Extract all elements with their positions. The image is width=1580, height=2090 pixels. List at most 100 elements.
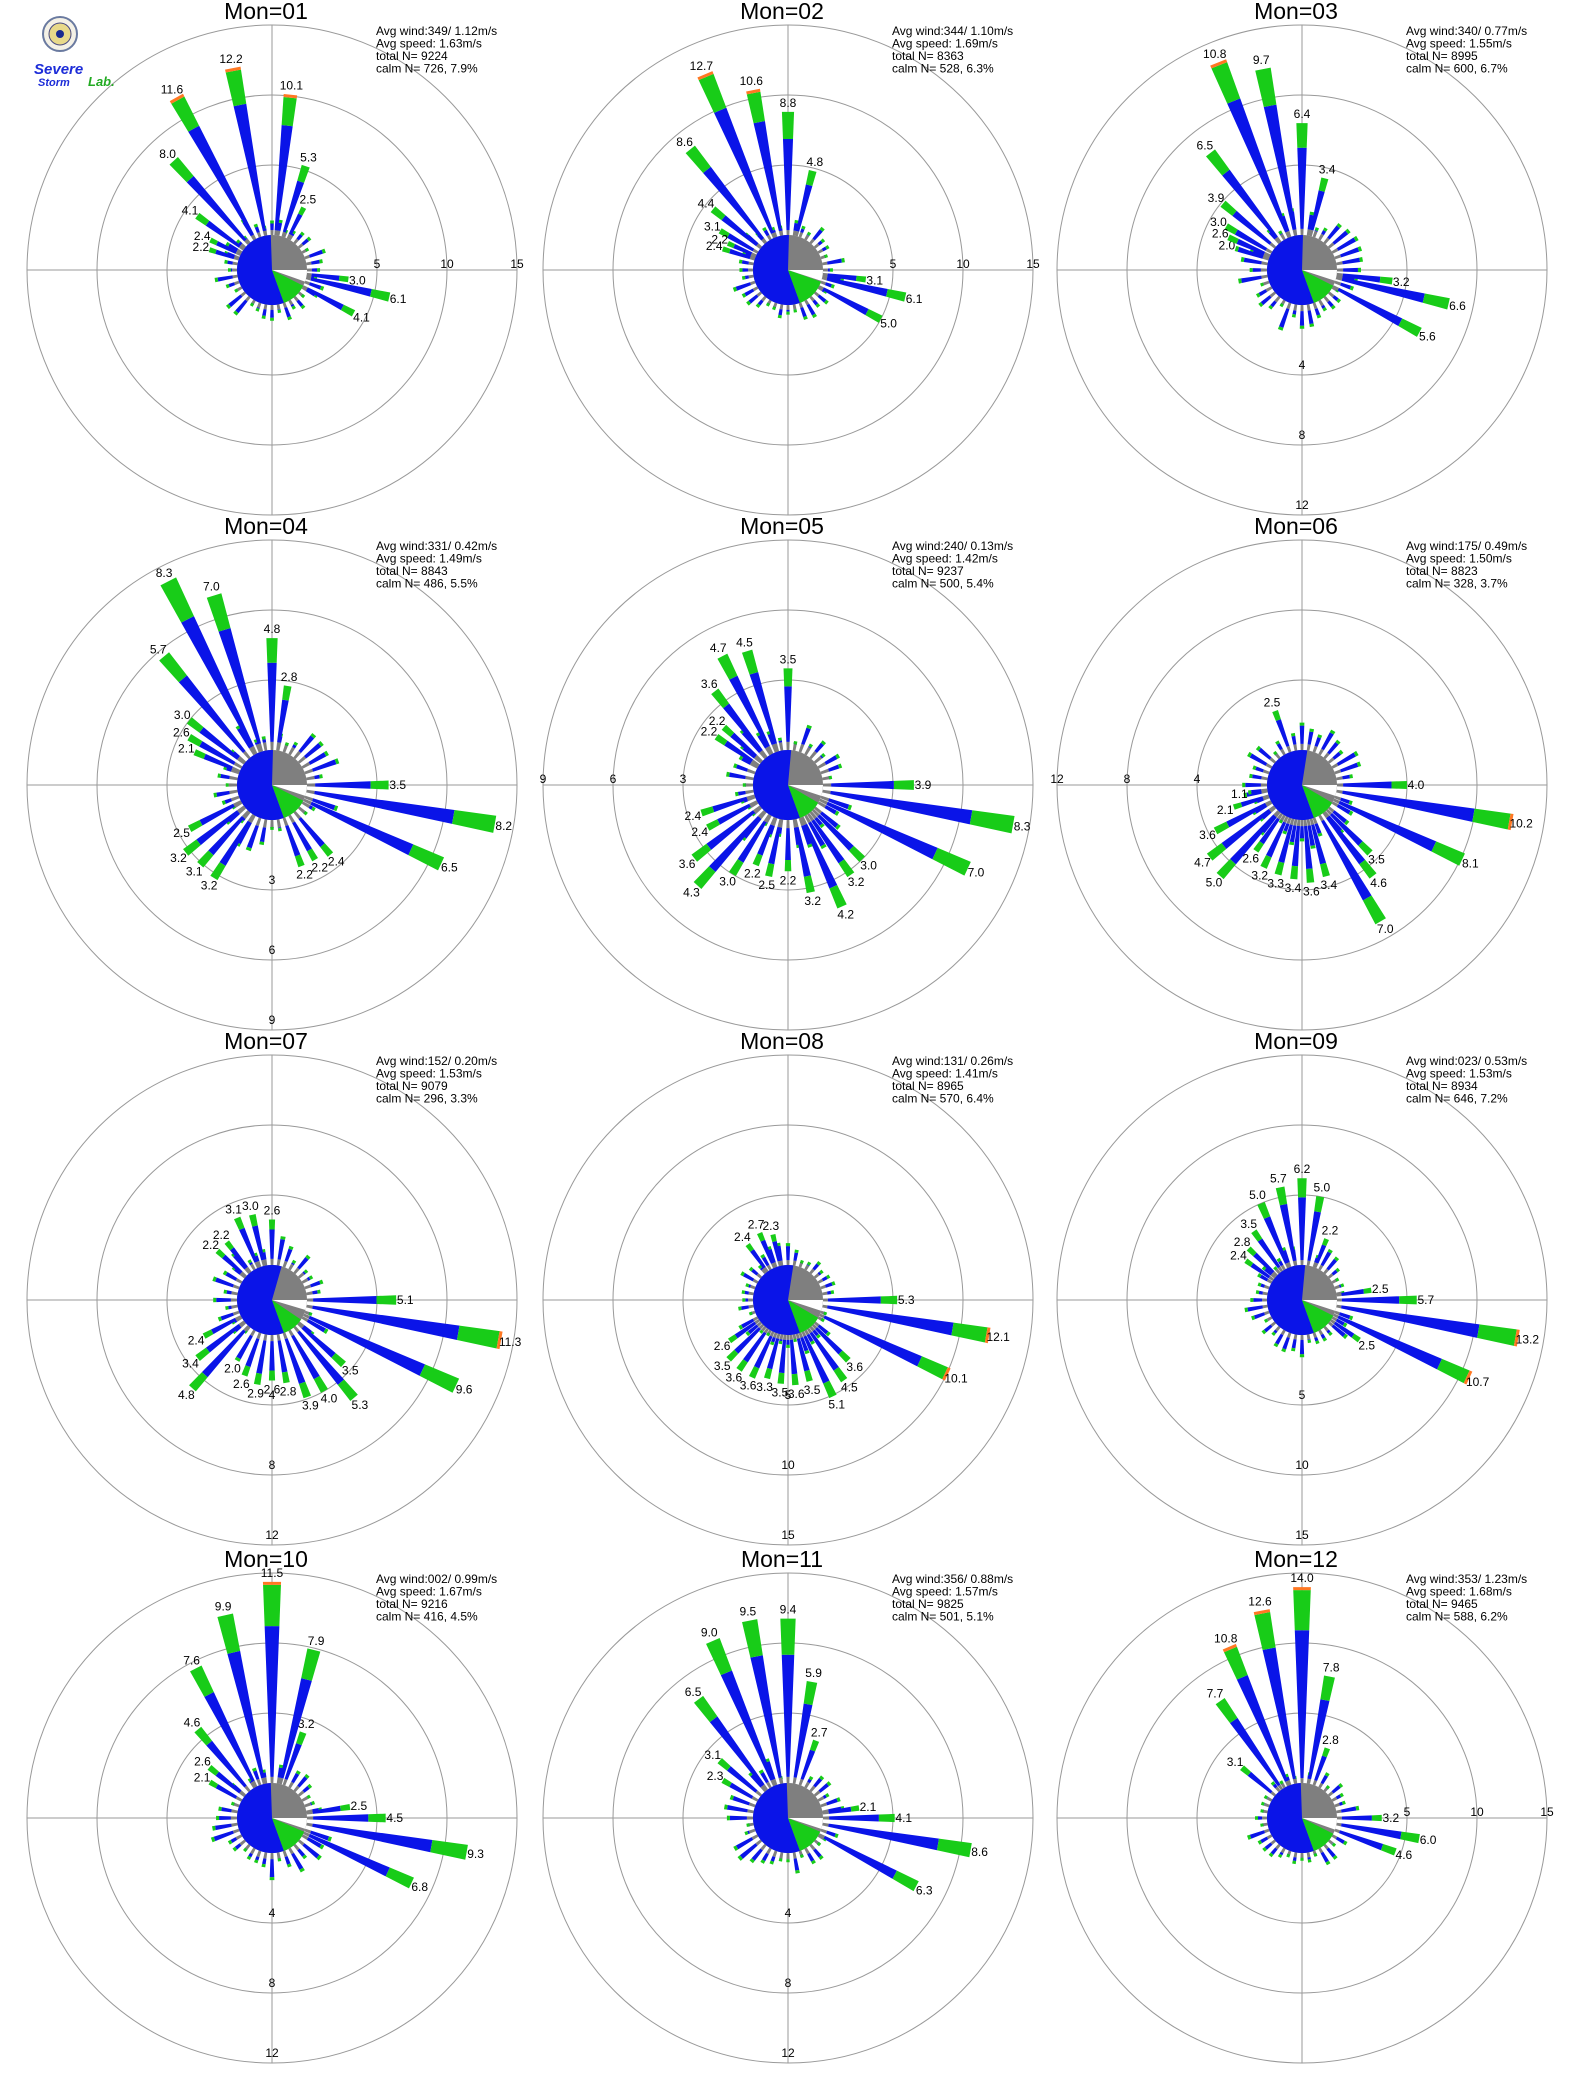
- wind-bar: [288, 1329, 328, 1393]
- stat-avg-wind: Avg wind:002/ 0.99m/s: [376, 1572, 497, 1586]
- wind-bar: [218, 1806, 238, 1814]
- wind-rose-2: Mon=02 5 10 15 8.8 3.1 4.8 3.1 6.1 5.0 2.42.2 4.4 8.…: [542, 0, 1040, 516]
- bar-label: 7.9: [308, 1634, 325, 1648]
- calm-circle: [237, 1265, 307, 1335]
- wind-bar: [253, 1334, 268, 1385]
- wind-bar: [744, 1828, 756, 1836]
- wind-bar: [288, 1770, 301, 1789]
- wind-bar: [306, 272, 349, 283]
- wind-bar: [718, 228, 759, 254]
- bar-label: 12.7: [690, 59, 714, 73]
- wind-bar: [1251, 1229, 1284, 1273]
- wind-rose-8: Mon=08510155.312.110.13.64.55.13.53.63.5…: [542, 1028, 1034, 1546]
- wind-bar: [195, 1320, 246, 1361]
- wind-bar: [770, 1233, 782, 1267]
- wind-bar: [259, 819, 268, 846]
- bar-label: 2.6: [173, 726, 190, 740]
- stat-avg-wind: Avg wind:023/ 0.53m/s: [1406, 1054, 1527, 1068]
- wind-bar: [804, 299, 817, 319]
- bar-label: 3.6: [846, 1360, 863, 1374]
- ring-label: 3: [680, 772, 687, 786]
- ring-label: 10: [781, 1458, 795, 1472]
- stat-avg-speed: Avg speed: 1.53m/s: [1406, 1067, 1512, 1081]
- stat-calm: calm N= 726, 7.9%: [376, 62, 478, 76]
- bar-label: 11.5: [261, 1566, 284, 1580]
- wind-bar: [293, 1843, 308, 1860]
- wind-bar: [806, 812, 855, 878]
- wind-bar: [253, 223, 262, 238]
- wind-bar: [293, 810, 334, 857]
- bar-label: 4.6: [1370, 876, 1387, 890]
- wind-bar: [222, 1270, 243, 1284]
- bar-label: 9.7: [1253, 53, 1270, 67]
- bar-label: 3.6: [1199, 828, 1216, 842]
- wind-bar: [738, 259, 754, 266]
- wind-bar: [282, 742, 290, 753]
- wind-rose-4: Mon=043694.83.58.22.42.22.22.65.72.86.53…: [26, 513, 518, 1031]
- wind-bar: [266, 638, 278, 751]
- wind-bar: [268, 1219, 276, 1266]
- wind-bar: [213, 789, 238, 798]
- wind-bar: [1253, 1609, 1297, 1784]
- wind-bar: [297, 1783, 313, 1797]
- wind-bar: [1244, 1304, 1268, 1313]
- wind-bar: [1248, 788, 1268, 795]
- wind-bar: [1291, 1334, 1298, 1352]
- wind-bar: [819, 798, 971, 876]
- wind-bar: [726, 240, 757, 258]
- wind-bar: [225, 783, 238, 787]
- wind-bar: [792, 1852, 800, 1874]
- wind-bar: [697, 71, 776, 239]
- bar-label: 2.4: [734, 1230, 751, 1244]
- wind-bar: [1297, 1178, 1307, 1266]
- wind-bar: [1273, 1329, 1286, 1348]
- bar-label: 5.3: [300, 151, 317, 165]
- wind-bar: [1309, 818, 1330, 878]
- wind-bar: [225, 66, 267, 236]
- wind-bar: [762, 227, 772, 241]
- wind-bar: [1299, 1334, 1305, 1358]
- chart-title: Mon=08: [740, 1028, 824, 1054]
- calm-circle: [752, 749, 823, 820]
- wind-bar: [208, 1779, 243, 1802]
- wind-bar: [276, 1852, 282, 1862]
- bar-label: 6.5: [685, 1685, 702, 1699]
- wind-bar: [1278, 230, 1286, 241]
- wind-bar: [741, 286, 759, 298]
- wind-bar: [758, 1769, 772, 1789]
- stat-avg-speed: Avg speed: 1.55m/s: [1406, 37, 1512, 51]
- wind-bar: [1272, 710, 1292, 753]
- chart-title: Mon=06: [1254, 513, 1338, 539]
- wind-bar: [301, 1794, 311, 1802]
- wind-bar: [765, 299, 772, 307]
- wind-bar: [822, 1805, 860, 1815]
- wind-bar: [212, 1822, 238, 1831]
- bar-label: 2.4: [194, 229, 211, 243]
- wind-bar: [809, 810, 825, 829]
- bar-label: 5.3: [898, 1293, 915, 1307]
- ring-label: 3: [269, 873, 276, 887]
- bar-label: 3.6: [701, 677, 718, 691]
- wind-bar: [269, 1852, 275, 1881]
- bar-label: 12.2: [219, 52, 243, 66]
- wind-bar: [1322, 811, 1377, 879]
- wind-bar: [1290, 732, 1298, 751]
- wind-bar: [186, 717, 246, 765]
- wind-bar: [1260, 280, 1270, 287]
- wind-bar: [261, 304, 268, 320]
- bar-label: 6.1: [906, 292, 923, 306]
- bar-label: 2.6: [264, 1204, 281, 1218]
- bar-label: 4.5: [736, 636, 753, 650]
- wind-bar: [306, 1822, 468, 1860]
- wind-bar: [1313, 1238, 1329, 1269]
- bar-label: 2.2: [709, 714, 726, 728]
- wind-bar: [1306, 1852, 1312, 1863]
- wind-bar: [1336, 1295, 1417, 1305]
- bar-label: 7.8: [1323, 1661, 1340, 1675]
- wind-bar: [279, 1648, 321, 1785]
- wind-bar: [1331, 235, 1359, 254]
- wind-bar: [305, 276, 391, 302]
- ring-label: 10: [440, 257, 454, 271]
- wind-bar: [160, 577, 258, 755]
